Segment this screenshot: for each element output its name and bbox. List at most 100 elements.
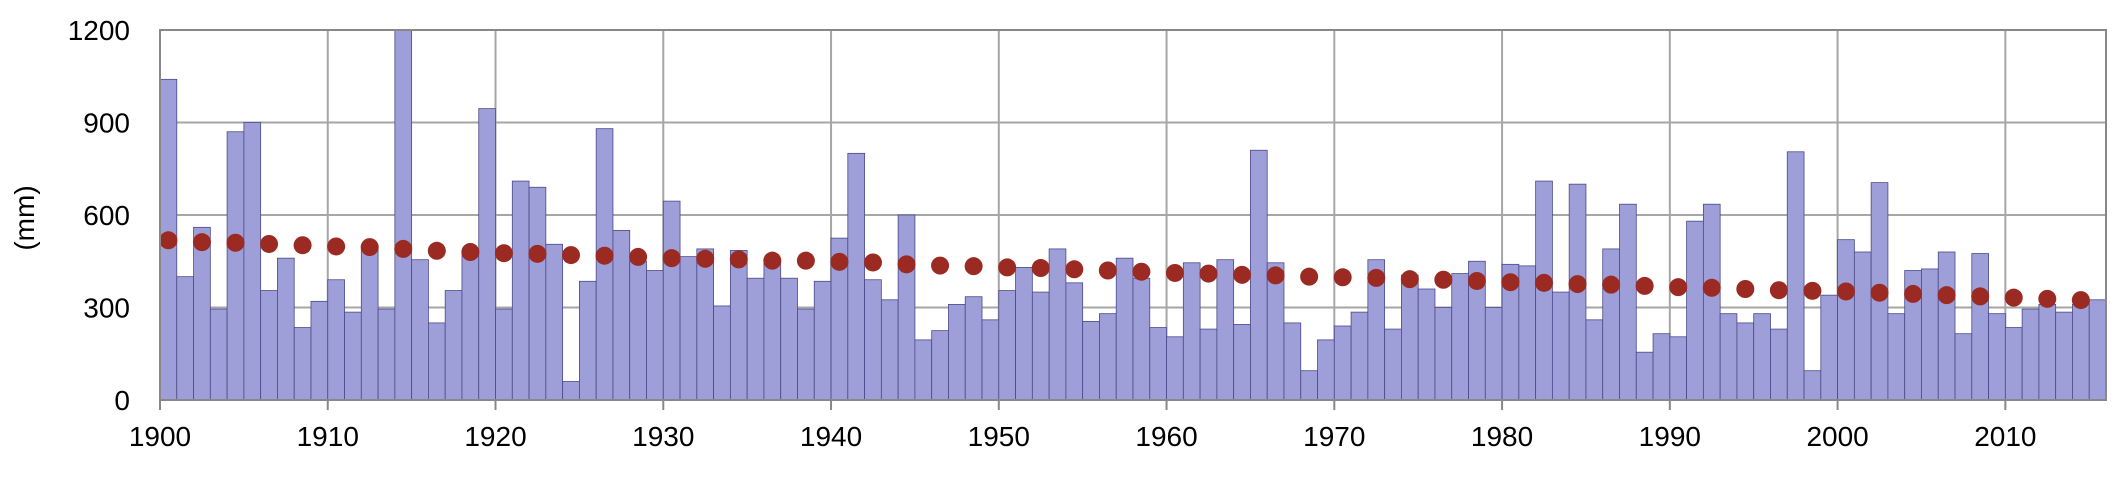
dot-1948 (964, 257, 983, 276)
dot-2010 (2004, 288, 2023, 307)
bar-1965 (1250, 149, 1268, 401)
bar-1955 (1082, 320, 1100, 401)
x-tick-label: 1980 (1471, 421, 1533, 452)
bar-1970 (1333, 325, 1352, 401)
bar-1951 (1015, 267, 1033, 401)
dot-1906 (260, 234, 279, 253)
bar-1921 (511, 180, 530, 401)
bar-1907 (277, 257, 295, 401)
bar-1987 (1619, 203, 1637, 401)
dot-1960 (1165, 263, 1184, 282)
bar-1925 (578, 280, 597, 401)
dot-1954 (1065, 260, 1084, 279)
bar-1936 (763, 262, 782, 401)
dot-1994 (1736, 280, 1755, 298)
trend-dots (159, 231, 2090, 310)
y-tick-label: 1200 (68, 15, 130, 46)
bar-1912 (360, 245, 379, 401)
bar-1988 (1635, 351, 1654, 401)
dot-1966 (1266, 266, 1285, 285)
plot-frame (159, 29, 2107, 401)
bar-1963 (1216, 259, 1235, 401)
dot-1912 (360, 238, 379, 257)
dot-2014 (2071, 291, 2090, 310)
dot-1938 (796, 251, 815, 270)
y-tick-label: 0 (114, 385, 130, 416)
bar-1994 (1736, 322, 1755, 401)
bar-1918 (461, 251, 480, 401)
bar-1938 (797, 308, 815, 401)
bar-1977 (1451, 273, 1469, 401)
bar-1913 (377, 308, 396, 401)
dot-1928 (629, 247, 648, 266)
x-tick-label: 1950 (968, 421, 1030, 452)
bar-2011 (2021, 308, 2040, 401)
bar-1904 (226, 131, 245, 401)
bar-1939 (813, 280, 832, 401)
bar-1974 (1401, 274, 1419, 401)
bar-1905 (243, 122, 262, 401)
dot-1952 (1031, 259, 1050, 278)
dot-1998 (1803, 281, 1822, 300)
bar-2007 (1954, 333, 1973, 401)
y-tick-label: 900 (83, 108, 130, 139)
dot-1992 (1702, 278, 1721, 297)
bar-1930 (662, 200, 681, 401)
x-tick-label: 1920 (464, 421, 526, 452)
tick-labels: 0 300 600 900 1200 1900 1910 1920 1930 1940 1950 19… (68, 15, 2037, 452)
dot-1946 (931, 256, 950, 275)
bar-1976 (1434, 307, 1453, 401)
bar-1948 (964, 296, 983, 401)
dot-1914 (394, 239, 413, 258)
bar-1996 (1770, 328, 1788, 401)
dot-1976 (1434, 270, 1453, 289)
dot-1968 (1300, 267, 1319, 286)
x-tick-label: 1960 (1135, 421, 1197, 452)
dot-1908 (293, 236, 312, 255)
dot-1934 (729, 250, 748, 269)
dot-1930 (662, 249, 681, 268)
dot-1956 (1098, 261, 1117, 280)
bar-1937 (780, 277, 798, 401)
bar-1942 (864, 279, 882, 401)
bar-1979 (1484, 307, 1503, 401)
dot-1920 (494, 244, 513, 263)
bar-1952 (1031, 291, 1050, 401)
bar-1920 (495, 308, 513, 401)
bar-1975 (1417, 288, 1436, 401)
dot-1996 (1769, 281, 1788, 300)
dot-1924 (562, 246, 581, 265)
x-tick-label: 1930 (632, 421, 694, 452)
bar-1997 (1786, 151, 1805, 401)
bar-1932 (696, 248, 715, 401)
y-tick-label: 300 (83, 293, 130, 324)
dot-1910 (327, 237, 346, 256)
dot-1984 (1568, 275, 1587, 294)
bar-1914 (394, 29, 413, 401)
dot-2002 (1870, 283, 1889, 302)
bar-1910 (327, 279, 345, 401)
bar-1901 (176, 276, 194, 401)
dot-1962 (1199, 264, 1218, 283)
bar-1998 (1803, 370, 1822, 401)
bar-2003 (1887, 313, 1906, 401)
bar-1909 (310, 300, 329, 401)
bar-1924 (562, 381, 580, 401)
bar-2014 (2072, 304, 2090, 401)
dot-1942 (863, 253, 882, 272)
bar-1953 (1048, 248, 1067, 401)
dot-1974 (1400, 270, 1419, 289)
bar-1923 (545, 243, 564, 401)
bar-1906 (260, 290, 278, 401)
bar-2013 (2055, 311, 2073, 401)
dot-1904 (226, 233, 245, 252)
dot-1958 (1132, 262, 1151, 281)
bar-2015 (2088, 299, 2107, 401)
bar-1993 (1719, 313, 1738, 401)
bar-2010 (2004, 327, 2023, 401)
bar-1945 (914, 339, 933, 401)
dot-2012 (2038, 289, 2057, 308)
bar-1929 (646, 270, 664, 401)
